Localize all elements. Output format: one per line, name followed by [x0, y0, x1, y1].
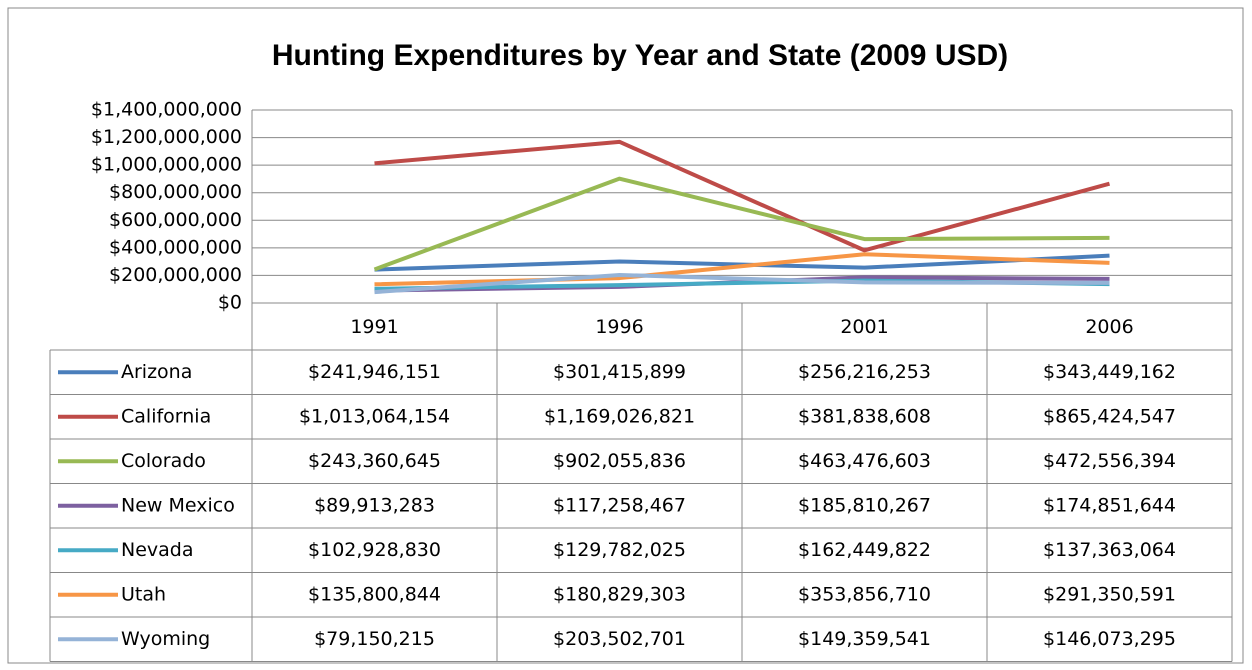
- x-tick-label: 2001: [840, 316, 888, 338]
- table-value: $135,800,844: [308, 583, 441, 605]
- table-value: $79,150,215: [314, 628, 435, 650]
- table-value: $185,810,267: [798, 494, 931, 516]
- table-value: $129,782,025: [553, 539, 686, 561]
- table-value: $381,838,608: [798, 405, 931, 427]
- x-tick-label: 1996: [595, 316, 643, 338]
- legend-label: Utah: [121, 583, 166, 605]
- table-value: $102,928,830: [308, 539, 441, 561]
- table-value: $149,359,541: [798, 628, 931, 650]
- y-tick-label: $1,000,000,000: [91, 154, 242, 176]
- legend-label: New Mexico: [121, 494, 235, 516]
- legend-label: California: [121, 405, 211, 427]
- table-value: $256,216,253: [798, 361, 931, 383]
- table-value: $301,415,899: [553, 361, 686, 383]
- table-value: $1,013,064,154: [299, 405, 450, 427]
- table-value: $146,073,295: [1043, 628, 1176, 650]
- table-value: $137,363,064: [1043, 539, 1176, 561]
- table-value: $865,424,547: [1043, 405, 1176, 427]
- series-line: [374, 139, 1111, 253]
- table-value: $180,829,303: [553, 583, 686, 605]
- table-value: $117,258,467: [553, 494, 686, 516]
- legend-label: Arizona: [121, 361, 192, 383]
- y-tick-label: $400,000,000: [109, 236, 242, 258]
- table-value: $902,055,836: [553, 450, 686, 472]
- x-tick-label: 2006: [1085, 316, 1133, 338]
- y-tick-label: $200,000,000: [109, 264, 242, 286]
- table-value: $174,851,644: [1043, 494, 1176, 516]
- table-value: $291,350,591: [1043, 583, 1176, 605]
- y-tick-label: $1,200,000,000: [91, 126, 242, 148]
- y-tick-label: $1,400,000,000: [91, 99, 242, 121]
- table-value: $243,360,645: [308, 450, 441, 472]
- table-value: $463,476,603: [798, 450, 931, 472]
- table-value: $241,946,151: [308, 361, 441, 383]
- table-value: $203,502,701: [553, 628, 686, 650]
- table-value: $472,556,394: [1043, 450, 1176, 472]
- table-value: $89,913,283: [314, 494, 435, 516]
- legend-label: Nevada: [121, 539, 194, 561]
- y-tick-label: $800,000,000: [109, 181, 242, 203]
- y-tick-label: $600,000,000: [109, 209, 242, 231]
- table-value: $343,449,162: [1043, 361, 1176, 383]
- legend-label: Wyoming: [121, 628, 210, 650]
- x-tick-label: 1991: [350, 316, 398, 338]
- table-value: $162,449,822: [798, 539, 931, 561]
- series-line: [373, 176, 1110, 272]
- table-value: $1,169,026,821: [544, 405, 695, 427]
- chart-frame: [7, 7, 1244, 664]
- chart-title: Hunting Expenditures by Year and State (…: [272, 39, 1008, 72]
- legend-label: Colorado: [121, 450, 206, 472]
- y-tick-label: $0: [218, 292, 242, 314]
- series-line: [374, 252, 1110, 287]
- table-value: $353,856,710: [798, 583, 931, 605]
- series-line: [374, 272, 1110, 295]
